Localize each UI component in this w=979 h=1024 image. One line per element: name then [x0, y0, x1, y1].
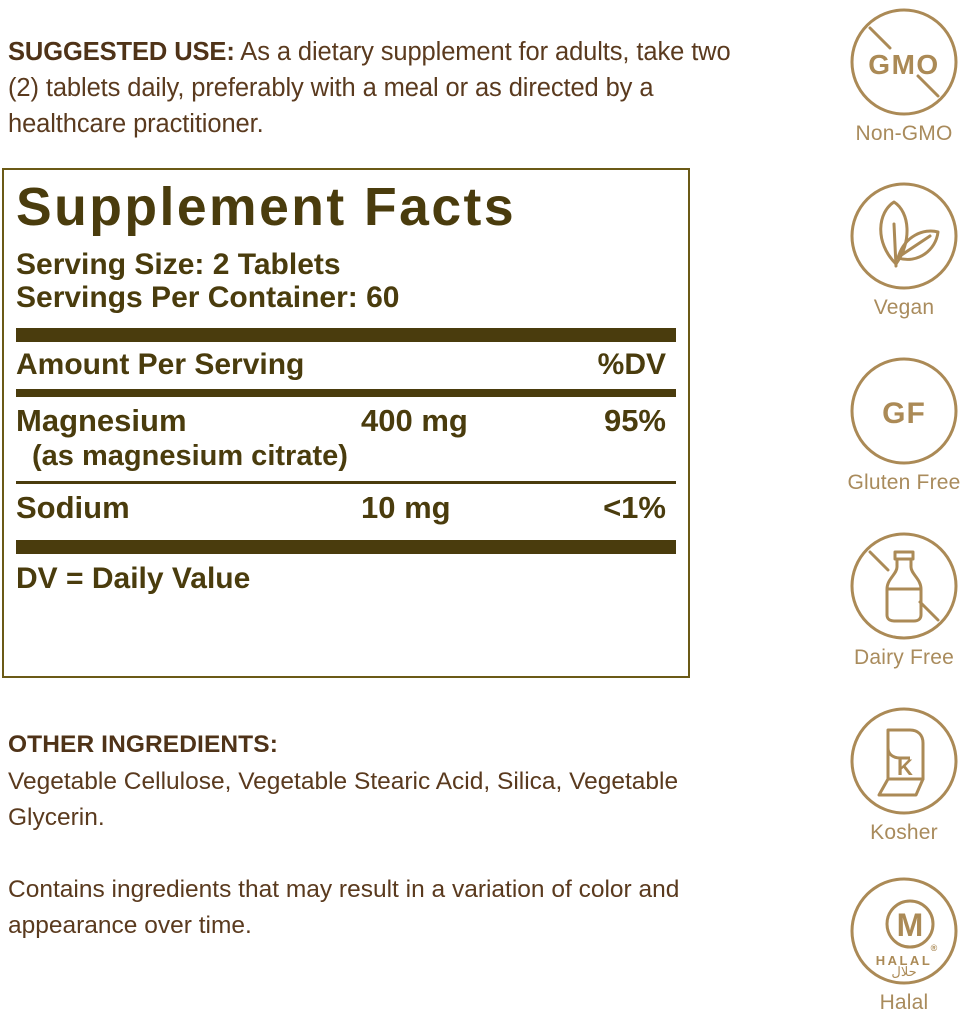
gluten-free-inner-label: GF [882, 397, 926, 430]
nutrient-name: Sodium [16, 490, 130, 525]
servings-per-container-text: Servings Per Container: 60 [16, 281, 400, 314]
nutrient-amount: 400 mg [361, 403, 468, 438]
vegan-leaf-icon [850, 182, 958, 290]
halal-icon: M ® HALAL حلال [850, 877, 958, 985]
badge-label: Non-GMO [855, 122, 953, 145]
badge-vegan: Vegan [829, 180, 979, 320]
serving-size-text: Serving Size: 2 Tablets [16, 248, 341, 281]
halal-word: HALAL [876, 953, 933, 968]
nutrient-amount: 10 mg [361, 490, 451, 525]
table-rule-thick-bottom [16, 540, 676, 554]
other-ingredients-heading: OTHER INGREDIENTS: [8, 731, 278, 758]
nutrient-name: Magnesium [16, 403, 187, 438]
non-gmo-icon: GMO [850, 8, 958, 116]
suggested-use-paragraph: SUGGESTED USE: As a dietary supplement f… [8, 34, 753, 142]
kosher-inner-label: K [897, 755, 913, 780]
daily-value-footnote: DV = Daily Value [16, 562, 251, 595]
nutrient-daily-value: 95% [603, 403, 666, 438]
daily-value-header: %DV [597, 348, 666, 381]
dairy-free-bottle-icon [850, 532, 958, 640]
other-ingredients-block: OTHER INGREDIENTS: Vegetable Cellulose, … [8, 728, 738, 944]
supplement-facts-panel: Supplement Facts Serving Size: 2 Tablets… [2, 168, 690, 678]
table-row: Sodium 10 mg <1% [16, 490, 676, 526]
table-header-row: Amount Per Serving %DV [16, 348, 676, 382]
variation-note-text: Contains ingredients that may result in … [8, 876, 680, 939]
badge-gluten-free: GF Gluten Free [829, 355, 979, 495]
table-rule-thin [16, 481, 676, 484]
badge-label: Dairy Free [853, 646, 955, 669]
kosher-icon: K [850, 707, 958, 815]
other-ingredients-text: Vegetable Cellulose, Vegetable Stearic A… [8, 768, 679, 831]
table-rule-thick-mid [16, 389, 676, 397]
table-rule-thick-top [16, 328, 676, 342]
amount-per-serving-header: Amount Per Serving [16, 348, 305, 381]
nutrient-source-note: (as magnesium citrate) [32, 440, 348, 472]
gluten-free-icon: GF [850, 357, 958, 465]
table-row: Magnesium 400 mg 95% [16, 403, 676, 439]
suggested-use-label: SUGGESTED USE: [8, 37, 235, 66]
badge-dairy-free: Dairy Free [829, 530, 979, 670]
halal-inner-label: M [897, 907, 924, 943]
badge-label: Vegan [873, 296, 935, 319]
badge-label: Halal [879, 991, 929, 1014]
certification-badge-column: GMO Non-GMO Vegan GF Gluten Free [829, 0, 979, 1024]
badge-kosher: K Kosher [829, 705, 979, 845]
supplement-facts-title: Supplement Facts [16, 177, 517, 237]
suggested-use-body: As a dietary supplement for adults, take… [8, 37, 731, 138]
label-content-column: SUGGESTED USE: As a dietary supplement f… [2, 34, 753, 944]
badge-label: Gluten Free [847, 471, 961, 494]
badge-label: Kosher [870, 821, 938, 844]
halal-arabic: حلال [891, 964, 916, 979]
badge-halal: M ® HALAL حلال Halal [829, 875, 979, 1015]
registered-mark: ® [931, 943, 938, 953]
nutrient-daily-value: <1% [603, 490, 666, 525]
badge-non-gmo: GMO Non-GMO [829, 6, 979, 146]
non-gmo-inner-label: GMO [868, 49, 939, 80]
